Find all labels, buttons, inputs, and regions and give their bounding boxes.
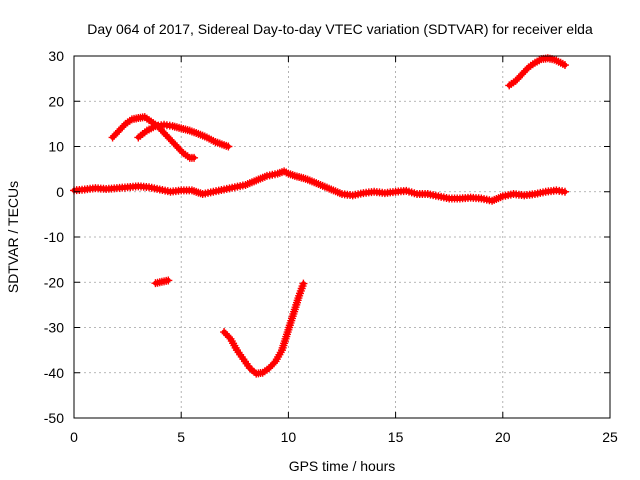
series-layer <box>70 54 569 378</box>
data-point <box>560 61 569 70</box>
series-upper-arc-a <box>108 113 199 162</box>
y-tick-label: 0 <box>56 184 64 200</box>
x-tick-label: 15 <box>388 429 404 445</box>
grid <box>74 56 610 418</box>
x-tick-label: 0 <box>70 429 78 445</box>
series-line <box>221 281 306 377</box>
x-tick-label: 25 <box>602 429 618 445</box>
series-upper-arc-b <box>134 120 233 151</box>
data-point <box>560 187 569 196</box>
y-tick-label: -30 <box>44 320 64 336</box>
y-tick-label: -40 <box>44 365 64 381</box>
y-tick-label: -20 <box>44 274 64 290</box>
x-tick-label: 10 <box>281 429 297 445</box>
x-axis-label: GPS time / hours <box>289 458 396 474</box>
x-tick-label: 5 <box>177 429 185 445</box>
y-tick-label: 30 <box>48 48 64 64</box>
data-point <box>190 153 199 162</box>
series-main-track <box>70 167 569 205</box>
series-short-segment <box>151 276 173 288</box>
y-tick-label: -10 <box>44 229 64 245</box>
y-axis-label: SDTVAR / TECUs <box>5 181 21 293</box>
y-tick-label: 20 <box>48 93 64 109</box>
data-point <box>224 142 233 151</box>
data-point <box>164 276 173 285</box>
ticks: 0 5 10 15 20 25 -50 -40 -30 -20 -10 0 10 20 30 <box>44 48 618 445</box>
series-top-right-arc <box>505 54 569 90</box>
series-deep-dip <box>220 279 308 378</box>
y-tick-label: -50 <box>44 410 64 426</box>
y-tick-label: 10 <box>48 139 64 155</box>
x-tick-label: 20 <box>495 429 511 445</box>
data-point <box>299 279 308 288</box>
chart-title: Day 064 of 2017, Sidereal Day-to-day VTE… <box>87 21 593 37</box>
